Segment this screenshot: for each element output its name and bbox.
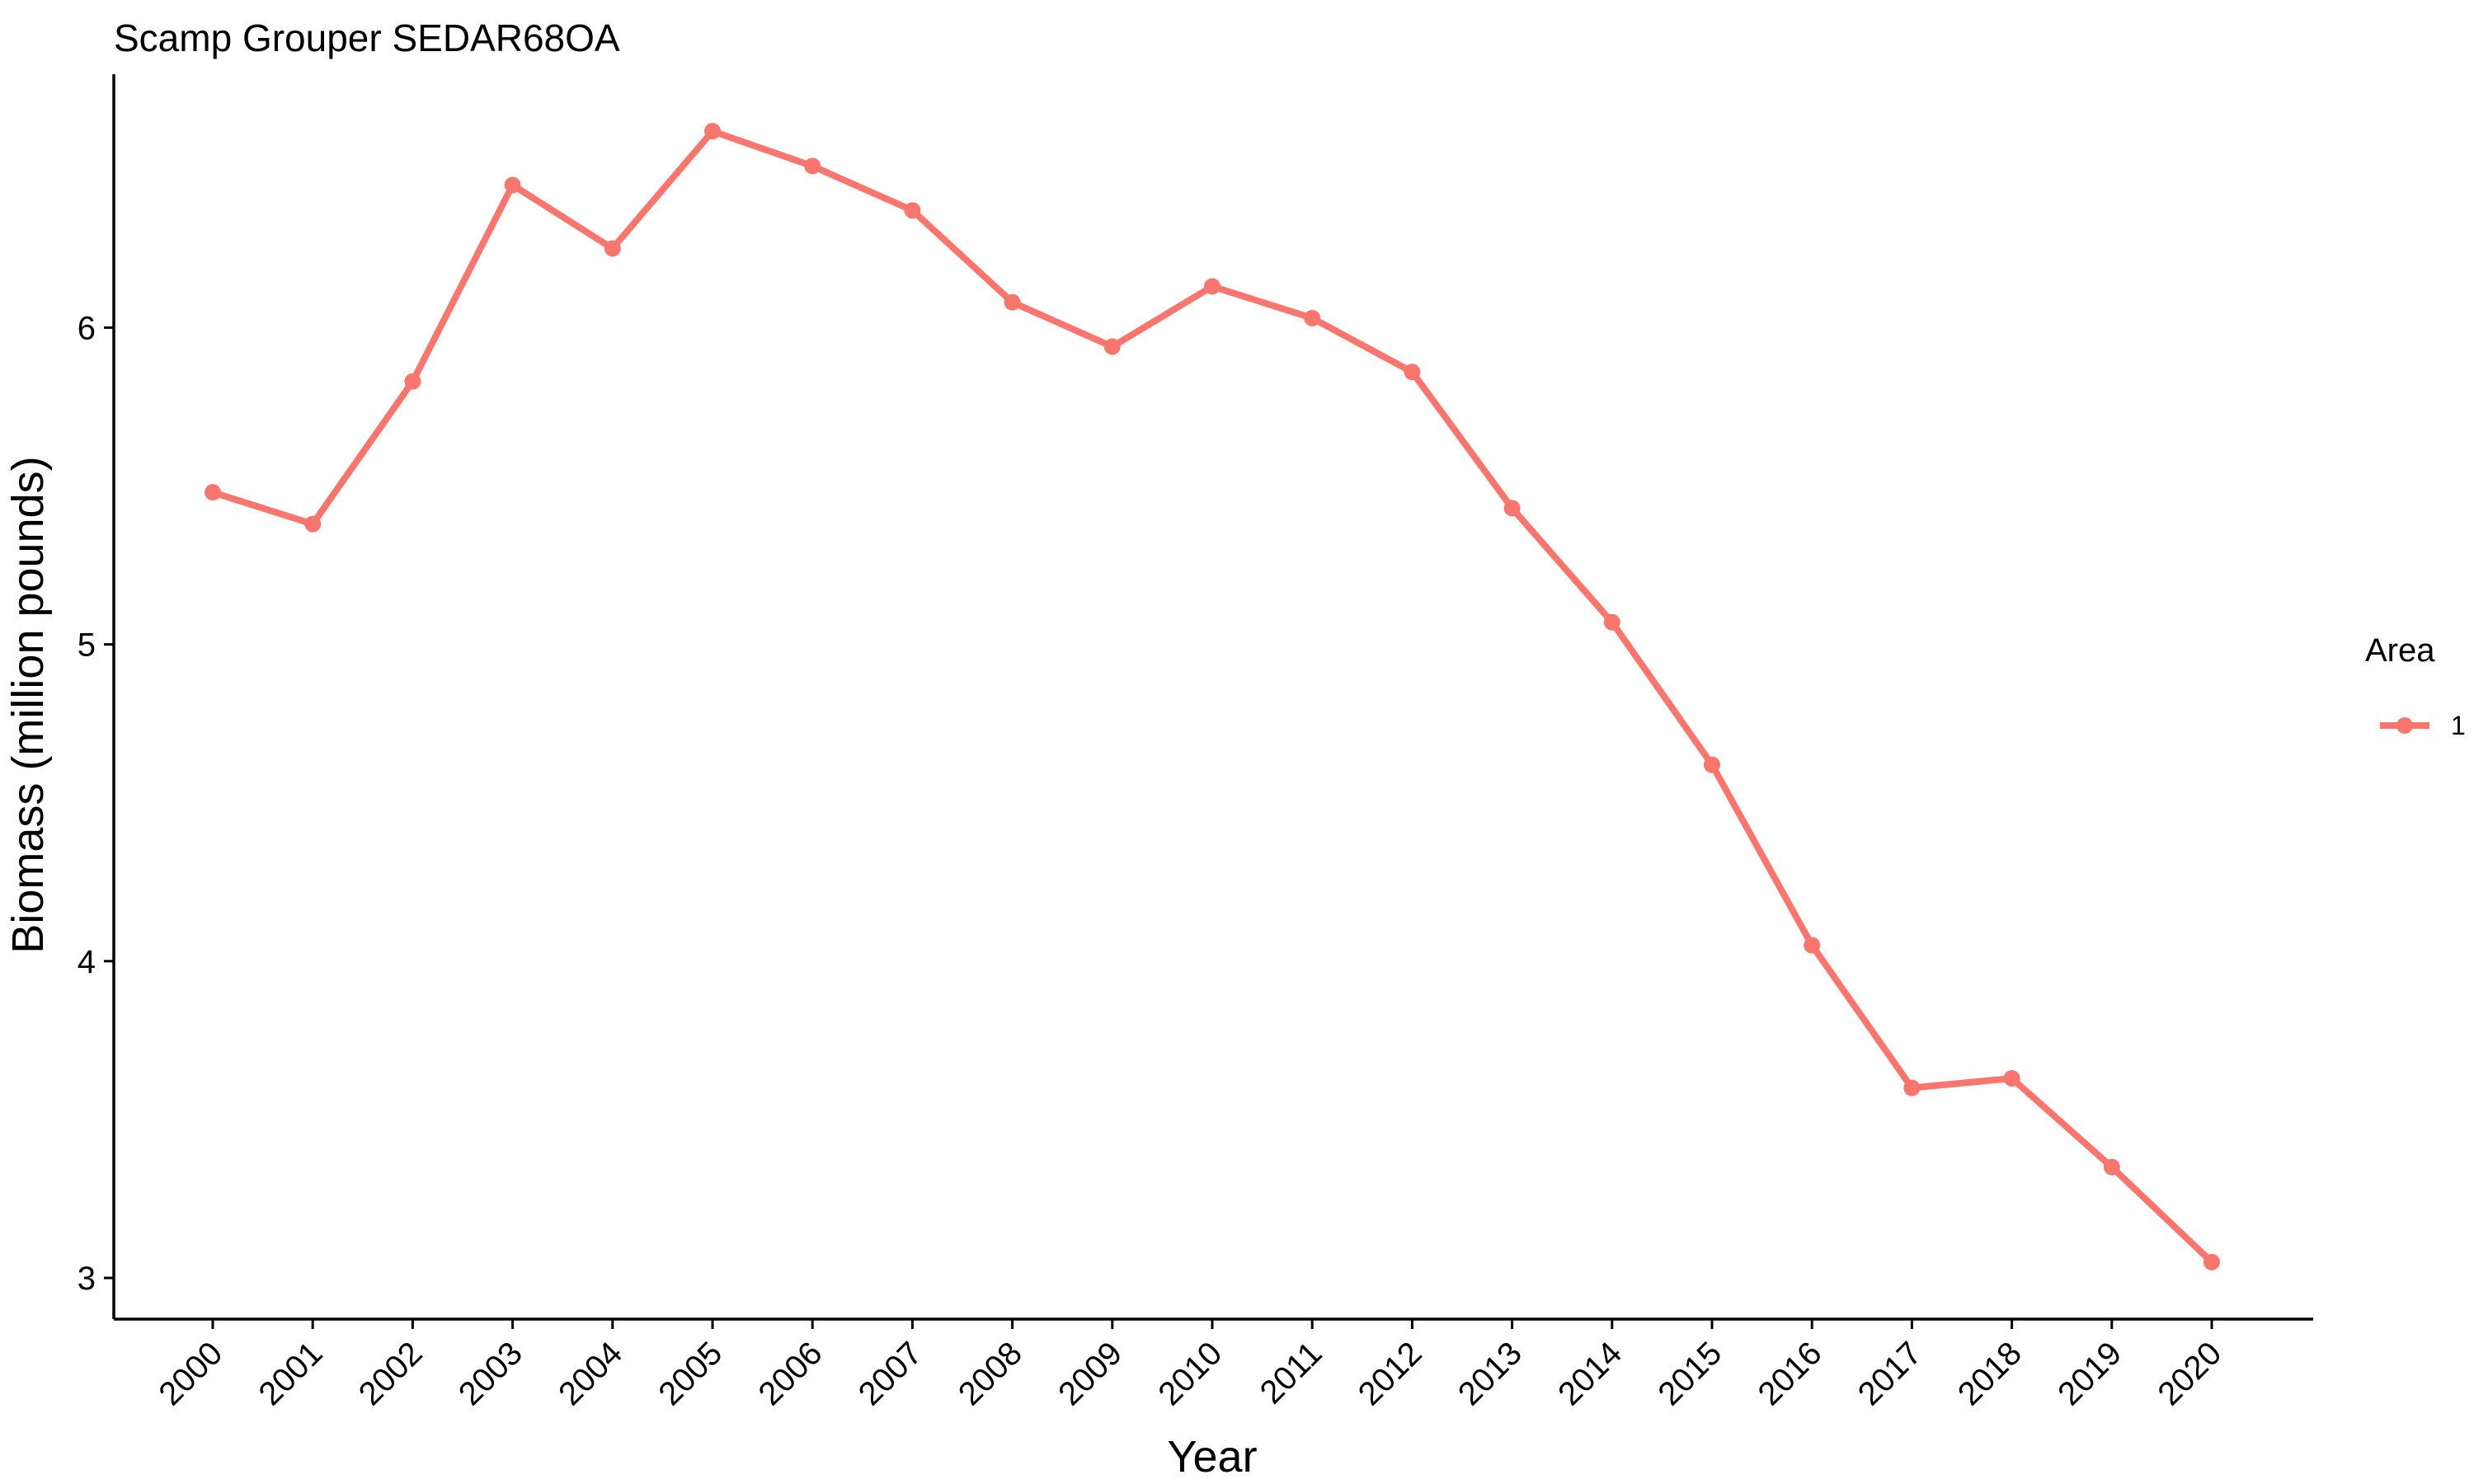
data-point: [1603, 613, 1620, 631]
y-tick-label: 5: [78, 627, 96, 664]
data-point: [2003, 1069, 2020, 1087]
legend: Area 1: [2365, 632, 2466, 740]
data-point: [1503, 500, 1521, 517]
x-tick-label: 2010: [1151, 1335, 1229, 1412]
x-tick-label: 2012: [1352, 1335, 1429, 1412]
data-point: [205, 484, 221, 501]
x-tick-label: 2016: [1752, 1335, 1829, 1412]
x-tick-label: 2006: [752, 1335, 830, 1412]
x-tick-label: 2002: [352, 1335, 430, 1412]
data-point: [2204, 1253, 2220, 1270]
y-axis: 3 4 5 6: [78, 74, 115, 1319]
x-tick-label: 2003: [452, 1335, 529, 1412]
y-tick-label: 4: [78, 944, 96, 980]
data-point: [1204, 278, 1221, 295]
x-tick-label: 2018: [1951, 1335, 2029, 1412]
x-tick-label: 2001: [252, 1335, 330, 1412]
data-point: [1804, 937, 1821, 954]
data-point: [1903, 1079, 1921, 1097]
legend-title: Area: [2365, 632, 2435, 669]
data-point: [904, 202, 921, 219]
data-point: [1004, 294, 1021, 311]
data-point: [1404, 364, 1421, 381]
x-tick-label: 2019: [2051, 1335, 2128, 1412]
chart-title: Scamp Grouper SEDAR68OA: [114, 16, 620, 59]
x-tick-label: 2014: [1551, 1335, 1629, 1412]
x-tick-label: 2015: [1651, 1335, 1729, 1412]
x-axis: 2000 2001 2002 2003 2004 2005 2006 2007 2008 2009…: [114, 1317, 2313, 1412]
x-tick-label: 2000: [152, 1335, 229, 1412]
x-tick-label: 2009: [1051, 1335, 1129, 1412]
x-tick-label: 2011: [1253, 1335, 1329, 1411]
x-tick-label: 2004: [552, 1335, 629, 1412]
y-axis-title: Biomass (million pounds): [3, 456, 53, 953]
x-tick-label: 2013: [1451, 1335, 1529, 1412]
data-point: [2103, 1158, 2120, 1176]
legend-item-label: 1: [2451, 711, 2466, 740]
y-tick-label: 6: [78, 310, 96, 346]
data-point: [604, 240, 621, 257]
legend-key-point: [2396, 717, 2413, 734]
x-tick-label: 2005: [651, 1335, 729, 1412]
data-point: [1704, 756, 1720, 773]
y-tick-label: 3: [78, 1261, 96, 1297]
x-tick-label: 2008: [952, 1335, 1029, 1412]
data-point: [1103, 338, 1121, 355]
plot-area: [205, 123, 2220, 1270]
data-point: [804, 157, 821, 175]
data-point: [504, 176, 521, 194]
x-tick-label: 2007: [852, 1335, 929, 1412]
x-axis-title: Year: [1167, 1432, 1257, 1482]
data-point: [304, 515, 322, 533]
x-tick-label: 2017: [1851, 1335, 1929, 1412]
data-point: [704, 123, 721, 140]
data-point: [1304, 309, 1321, 326]
x-tick-label: 2020: [2151, 1335, 2228, 1412]
data-point: [404, 373, 421, 390]
